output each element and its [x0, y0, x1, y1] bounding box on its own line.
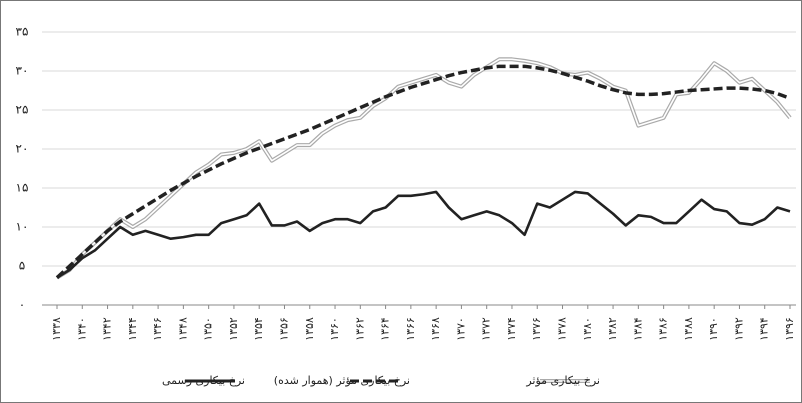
x-tick-label: ۱۳۷۰: [454, 317, 467, 341]
x-tick-label: ۱۳۹۴: [758, 317, 771, 341]
legend-label: نرخ بیکاری رسمی: [162, 374, 245, 387]
y-tick-label: ۲۵: [16, 103, 29, 117]
x-tick-label: ۱۳۸۲: [606, 317, 619, 341]
x-tick-label: ۱۳۵۸: [303, 317, 316, 341]
chart: ۰ ۵ ۱۰ ۱۵ ۲۰ ۲۵ ۳۰ ۳۵ ۱۳۳۸ ۱۳۴۰ ۱۳۴۲ ۱۳۴۴ ۱۳۴۶ ۱۳۴۸ ۱۳…: [0, 0, 802, 403]
x-tick-label: ۱۳۴۸: [176, 317, 189, 341]
x-tick-label: ۱۳۹۲: [732, 317, 745, 341]
x-tick-label: ۱۳۹۶: [783, 317, 796, 341]
x-tick-label: ۱۳۸۰: [581, 317, 594, 341]
x-tick-label: ۱۳۴۶: [151, 317, 164, 341]
x-tick-label: ۱۳۹۰: [707, 317, 720, 341]
legend-label: نرخ بیکاری مؤثر: [525, 374, 600, 387]
y-tick-label: ۲۰: [16, 142, 29, 156]
x-tick-label: ۱۳۸۸: [682, 317, 695, 341]
x-tick-label: ۱۳۵۶: [277, 317, 290, 341]
y-tick-label: ۳۵: [16, 25, 29, 39]
chart-frame: [1, 1, 802, 403]
y-tick-label: ۵: [19, 259, 25, 273]
x-tick-label: ۱۳۵۰: [202, 317, 215, 341]
y-tick-label: ۱۰: [16, 220, 29, 234]
x-tick-label: ۱۳۷۲: [480, 317, 493, 341]
x-tick-label: ۱۳۷۸: [556, 317, 569, 341]
x-tick-label: ۱۳۷۴: [505, 317, 518, 341]
x-tick-label: ۱۳۴۲: [101, 317, 114, 341]
x-tick-label: ۱۳۴۰: [75, 317, 88, 341]
legend-label: نرخ بیکاری مؤثر (هموار شده): [274, 374, 410, 387]
x-tick-label: ۱۳۵۲: [227, 317, 240, 341]
x-tick-label: ۱۳۵۴: [252, 317, 265, 341]
x-tick-label: ۱۳۶۴: [379, 317, 392, 341]
x-tick-label: ۱۳۴۴: [126, 317, 139, 341]
x-tick-label: ۱۳۶۸: [429, 317, 442, 341]
x-tick-label: ۱۳۶۲: [353, 317, 366, 341]
x-tick-label: ۱۳۳۸: [50, 317, 63, 341]
y-tick-label: ۱۵: [16, 181, 29, 195]
y-tick-label: ۰: [19, 298, 25, 312]
x-tick-label: ۱۳۸۴: [631, 317, 644, 341]
y-tick-label: ۳۰: [16, 64, 29, 78]
x-tick-label: ۱۳۸۶: [657, 317, 670, 341]
x-tick-label: ۱۳۷۶: [530, 317, 543, 341]
x-tick-label: ۱۳۶۰: [328, 317, 341, 341]
x-tick-label: ۱۳۶۶: [404, 317, 417, 341]
